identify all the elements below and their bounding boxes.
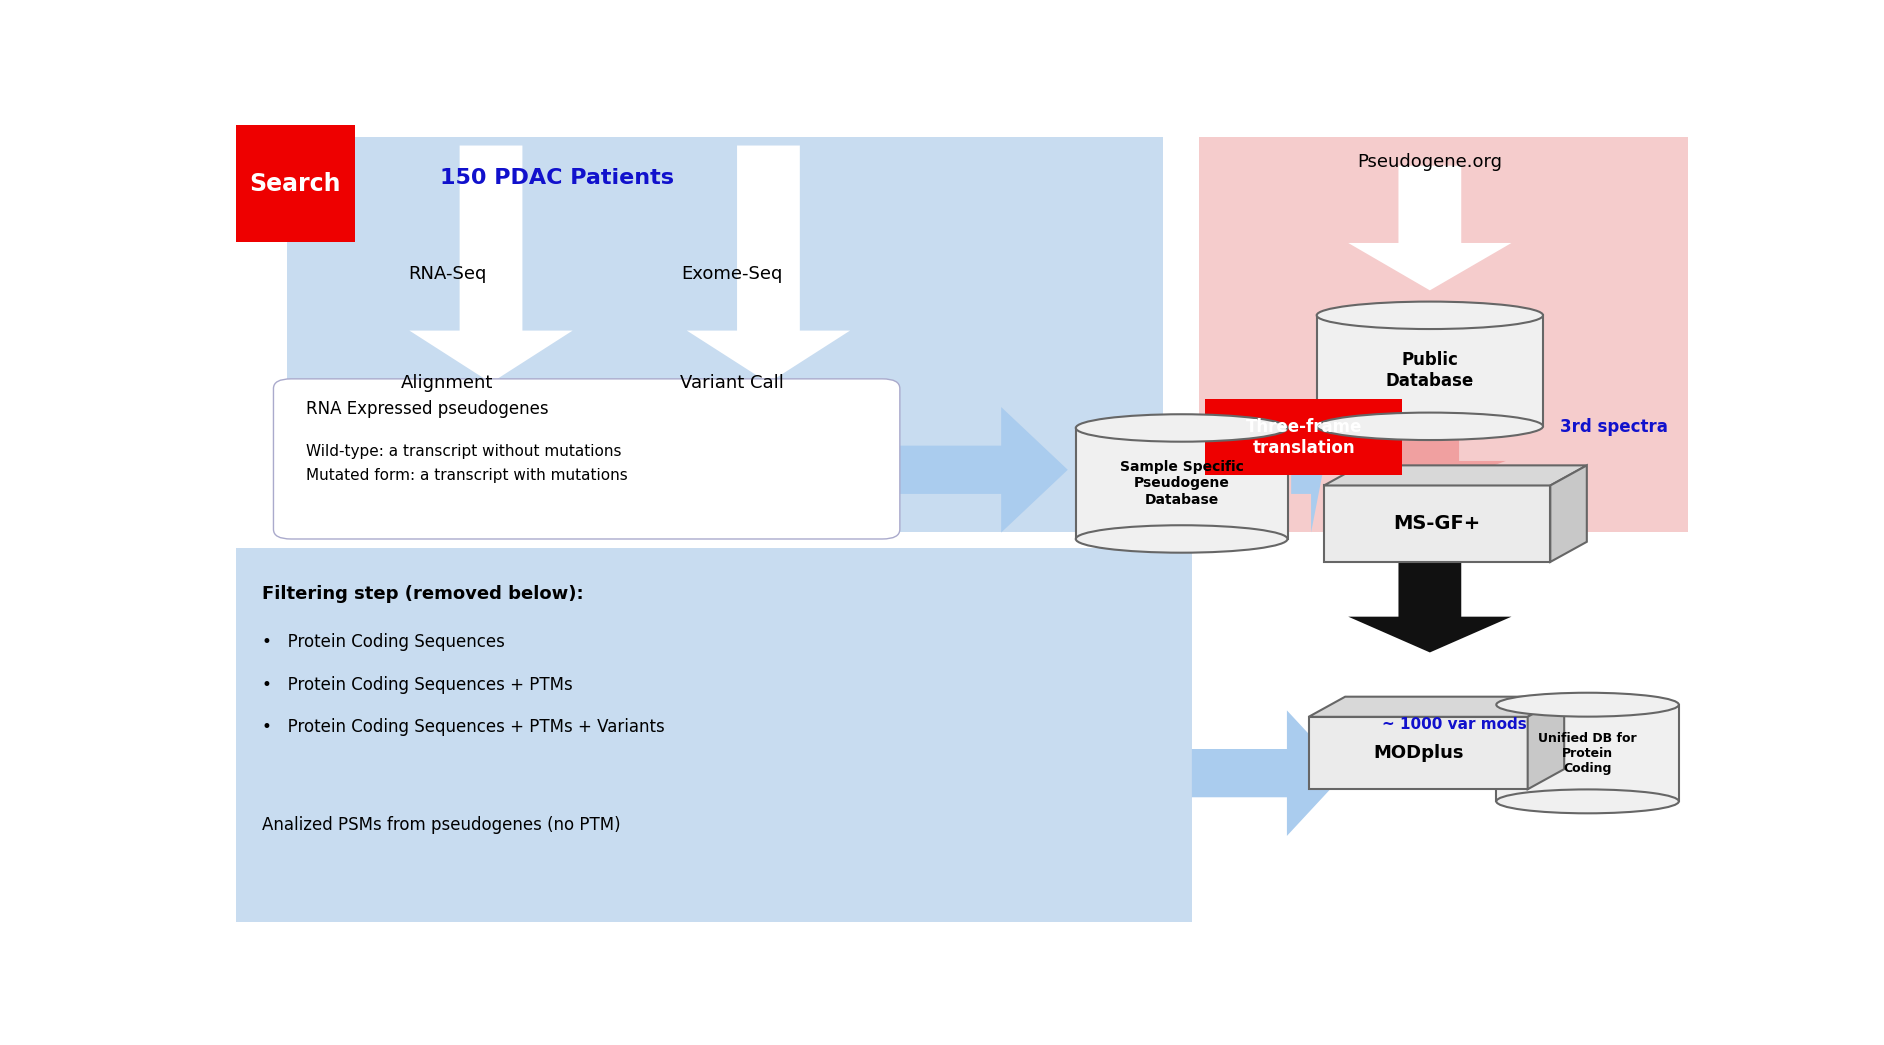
Text: Exome-Seq: Exome-Seq	[682, 265, 782, 283]
Polygon shape	[1349, 165, 1511, 291]
Text: RNA Expressed pseudogenes: RNA Expressed pseudogenes	[305, 400, 548, 418]
Polygon shape	[1551, 465, 1586, 562]
Polygon shape	[1355, 415, 1505, 489]
Text: Alignment: Alignment	[401, 374, 494, 392]
Ellipse shape	[1317, 302, 1543, 329]
Ellipse shape	[1496, 789, 1679, 813]
Text: ~ 1000 var mods: ~ 1000 var mods	[1381, 717, 1526, 733]
Polygon shape	[409, 145, 573, 382]
Polygon shape	[688, 145, 850, 382]
FancyBboxPatch shape	[236, 125, 356, 242]
FancyBboxPatch shape	[1206, 399, 1402, 475]
FancyBboxPatch shape	[1324, 486, 1551, 562]
Text: Mutated form: a transcript with mutations: Mutated form: a transcript with mutation…	[305, 468, 627, 483]
Text: Sample Specific
Pseudogene
Database: Sample Specific Pseudogene Database	[1119, 460, 1243, 507]
FancyBboxPatch shape	[1496, 704, 1679, 802]
Polygon shape	[1349, 558, 1511, 652]
Text: Unified DB for
Protein
Coding: Unified DB for Protein Coding	[1537, 732, 1637, 774]
FancyBboxPatch shape	[1076, 428, 1287, 539]
Text: •   Protein Coding Sequences + PTMs + Variants: • Protein Coding Sequences + PTMs + Vari…	[262, 718, 665, 737]
Text: •   Protein Coding Sequences + PTMs: • Protein Coding Sequences + PTMs	[262, 676, 573, 694]
FancyBboxPatch shape	[286, 138, 1162, 532]
Text: Three-frame
translation: Three-frame translation	[1245, 418, 1362, 457]
Ellipse shape	[1317, 413, 1543, 440]
Polygon shape	[1193, 711, 1345, 836]
Polygon shape	[1528, 697, 1564, 789]
Ellipse shape	[1076, 414, 1287, 442]
Text: Search: Search	[249, 171, 341, 195]
Ellipse shape	[1076, 526, 1287, 553]
FancyBboxPatch shape	[236, 548, 1193, 922]
Ellipse shape	[1496, 693, 1679, 717]
Text: Filtering step (removed below):: Filtering step (removed below):	[262, 585, 584, 603]
FancyBboxPatch shape	[1317, 316, 1543, 426]
Text: Pseudogene.org: Pseudogene.org	[1356, 153, 1502, 170]
Text: •   Protein Coding Sequences: • Protein Coding Sequences	[262, 633, 505, 651]
Text: Analized PSMs from pseudogenes (no PTM): Analized PSMs from pseudogenes (no PTM)	[262, 816, 620, 835]
Text: MODplus: MODplus	[1373, 744, 1464, 762]
Text: 3rd spectra: 3rd spectra	[1560, 418, 1667, 436]
Polygon shape	[893, 407, 1068, 533]
FancyBboxPatch shape	[273, 379, 901, 539]
FancyBboxPatch shape	[1309, 717, 1528, 789]
Text: Wild-type: a transcript without mutations: Wild-type: a transcript without mutation…	[305, 444, 622, 459]
Text: 150 PDAC Patients: 150 PDAC Patients	[439, 167, 674, 188]
Text: MS-GF+: MS-GF+	[1394, 514, 1481, 533]
Polygon shape	[1291, 407, 1323, 533]
Polygon shape	[1324, 465, 1586, 486]
Text: Public
Database: Public Database	[1387, 351, 1473, 390]
Text: Variant Call: Variant Call	[680, 374, 784, 392]
Polygon shape	[1309, 697, 1564, 717]
Text: RNA-Seq: RNA-Seq	[409, 265, 486, 283]
FancyBboxPatch shape	[1200, 138, 1688, 532]
